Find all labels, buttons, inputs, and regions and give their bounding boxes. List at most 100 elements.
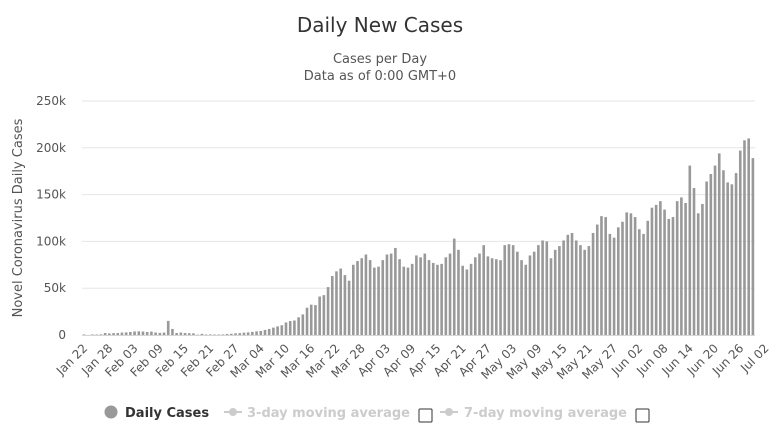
bar[interactable]	[331, 276, 334, 335]
bar[interactable]	[373, 268, 376, 335]
bar[interactable]	[461, 266, 464, 335]
bar[interactable]	[705, 182, 708, 336]
checkbox-7day-average[interactable]	[636, 409, 649, 422]
bar[interactable]	[238, 333, 241, 335]
bar[interactable]	[524, 265, 527, 335]
bar[interactable]	[583, 250, 586, 335]
bar[interactable]	[83, 334, 86, 335]
bar[interactable]	[516, 252, 519, 335]
bar[interactable]	[689, 166, 692, 335]
bar[interactable]	[226, 334, 229, 335]
bar[interactable]	[491, 258, 494, 335]
bar[interactable]	[150, 332, 153, 335]
bar[interactable]	[449, 254, 452, 335]
bar[interactable]	[419, 257, 422, 335]
bar[interactable]	[550, 258, 553, 335]
bar[interactable]	[386, 255, 389, 336]
bar[interactable]	[714, 166, 717, 335]
bar[interactable]	[672, 217, 675, 335]
bar[interactable]	[91, 334, 94, 335]
bar[interactable]	[293, 320, 296, 335]
bar[interactable]	[604, 217, 607, 335]
bar[interactable]	[344, 275, 347, 335]
bar[interactable]	[697, 213, 700, 335]
bar[interactable]	[600, 216, 603, 335]
bar[interactable]	[592, 233, 595, 335]
bar[interactable]	[264, 330, 267, 335]
bar[interactable]	[415, 255, 418, 335]
bar[interactable]	[621, 222, 624, 335]
bar[interactable]	[470, 264, 473, 335]
bar[interactable]	[137, 331, 140, 335]
bar[interactable]	[466, 269, 469, 335]
bar[interactable]	[735, 173, 738, 335]
bar-series-daily-cases[interactable]	[83, 138, 754, 335]
bar[interactable]	[630, 213, 633, 335]
bar[interactable]	[432, 263, 435, 335]
bar[interactable]	[613, 238, 616, 335]
bar[interactable]	[445, 257, 448, 335]
bar[interactable]	[323, 295, 326, 335]
bar[interactable]	[394, 248, 397, 335]
bar[interactable]	[474, 257, 477, 335]
bar[interactable]	[588, 246, 591, 335]
bar[interactable]	[617, 227, 620, 335]
bar[interactable]	[684, 203, 687, 335]
legend-item-daily-cases[interactable]: Daily Cases	[105, 406, 210, 422]
bar[interactable]	[642, 234, 645, 335]
bar[interactable]	[272, 328, 275, 335]
bar[interactable]	[306, 308, 309, 335]
bar[interactable]	[398, 259, 401, 335]
bar[interactable]	[251, 332, 254, 335]
bar[interactable]	[411, 264, 414, 335]
bar[interactable]	[634, 217, 637, 335]
bar[interactable]	[100, 334, 103, 335]
bar[interactable]	[402, 267, 405, 335]
bar[interactable]	[609, 234, 612, 335]
bar[interactable]	[428, 260, 431, 335]
bar[interactable]	[314, 305, 317, 335]
bar[interactable]	[339, 269, 342, 335]
bar[interactable]	[175, 333, 178, 335]
bar[interactable]	[201, 334, 204, 335]
bar[interactable]	[171, 329, 174, 335]
bar[interactable]	[348, 281, 351, 335]
bar[interactable]	[255, 331, 258, 335]
bar[interactable]	[436, 265, 439, 335]
bar[interactable]	[520, 260, 523, 335]
bar[interactable]	[676, 201, 679, 335]
bar[interactable]	[693, 188, 696, 335]
bar[interactable]	[667, 219, 670, 335]
bar[interactable]	[310, 305, 313, 335]
bar[interactable]	[133, 331, 136, 335]
bar[interactable]	[453, 239, 456, 335]
bar[interactable]	[167, 321, 170, 335]
bar[interactable]	[499, 260, 502, 335]
bar[interactable]	[659, 201, 662, 335]
bar[interactable]	[247, 332, 250, 335]
bar[interactable]	[259, 331, 262, 335]
bar[interactable]	[108, 333, 111, 335]
bar[interactable]	[360, 258, 363, 335]
bar[interactable]	[575, 240, 578, 335]
bar[interactable]	[230, 334, 233, 335]
bar[interactable]	[243, 333, 246, 335]
bar[interactable]	[154, 332, 157, 335]
bar[interactable]	[390, 254, 393, 335]
bar[interactable]	[545, 241, 548, 335]
bar[interactable]	[192, 333, 195, 335]
bar[interactable]	[356, 261, 359, 335]
bar[interactable]	[567, 235, 570, 335]
bar[interactable]	[234, 333, 237, 335]
bar[interactable]	[663, 210, 666, 335]
bar[interactable]	[289, 321, 292, 335]
bar[interactable]	[457, 250, 460, 335]
bar[interactable]	[579, 245, 582, 335]
bar[interactable]	[571, 233, 574, 335]
bar[interactable]	[142, 332, 145, 335]
bar[interactable]	[112, 333, 115, 335]
bar[interactable]	[554, 250, 557, 335]
bar[interactable]	[680, 197, 683, 335]
bar[interactable]	[487, 256, 490, 335]
bar[interactable]	[529, 255, 532, 335]
